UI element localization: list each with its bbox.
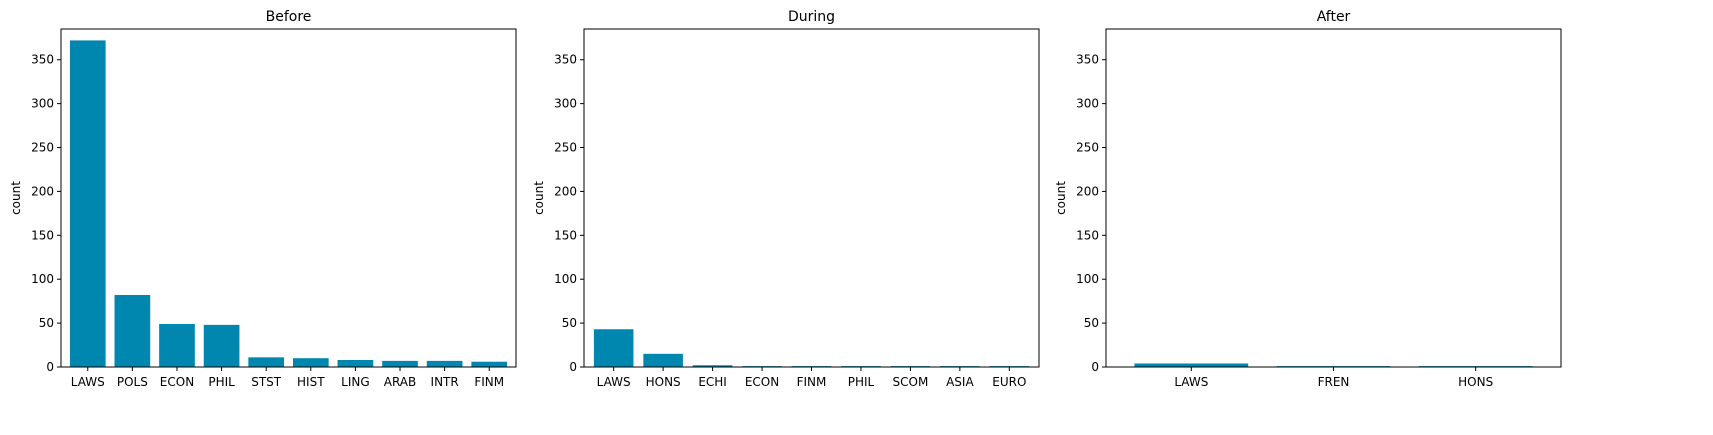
x-tick-label-hons: HONS — [646, 375, 681, 389]
x-tick-label-finm: FINM — [474, 375, 504, 389]
y-tick-label-200: 200 — [554, 184, 577, 198]
bar-stst — [248, 357, 285, 367]
y-tick-label-250: 250 — [1076, 141, 1099, 155]
y-tick-label-150: 150 — [1076, 228, 1099, 242]
x-tick-label-arab: ARAB — [384, 375, 417, 389]
y-tick-label-300: 300 — [31, 97, 54, 111]
bar-phil — [203, 324, 240, 367]
y-axis-label: count — [532, 181, 546, 215]
y-tick-label-100: 100 — [554, 272, 577, 286]
bar-intr — [426, 360, 463, 367]
y-tick-label-100: 100 — [31, 272, 54, 286]
x-tick-label-pols: POLS — [117, 375, 148, 389]
chart-title: During — [788, 9, 835, 25]
y-tick-label-50: 50 — [39, 316, 54, 330]
y-tick-label-150: 150 — [31, 228, 54, 242]
bar-echi — [692, 365, 733, 367]
axes-frame — [583, 28, 1040, 368]
panel-after: LAWS FREN HONS 0 50 100 150 200 250 300 350 After co… — [1054, 9, 1562, 389]
x-tick-label-hons: HONS — [1458, 375, 1493, 389]
bar-ling — [337, 359, 374, 367]
x-tick-label-ling: LING — [341, 375, 370, 389]
y-tick-label-150: 150 — [554, 228, 577, 242]
x-tick-label-laws: LAWS — [71, 375, 105, 389]
chart-title: Before — [266, 9, 312, 25]
x-tick-label-laws: LAWS — [1174, 375, 1208, 389]
x-tick-label-econ: ECON — [160, 375, 194, 389]
y-tick-label-0: 0 — [569, 360, 577, 374]
y-tick-label-100: 100 — [1076, 272, 1099, 286]
y-tick-label-300: 300 — [1076, 97, 1099, 111]
panel-during: LAWS HONS ECHI ECON FINM PHIL SCOM ASIA EURO 0 50 1… — [532, 9, 1040, 389]
bar-hist — [292, 358, 329, 367]
y-tick-label-0: 0 — [46, 360, 54, 374]
y-tick-label-350: 350 — [1076, 53, 1099, 67]
chart-title: After — [1317, 9, 1351, 25]
y-tick-label-0: 0 — [1091, 360, 1099, 374]
bar-pols — [114, 295, 151, 367]
bar-laws — [593, 329, 634, 367]
x-tick-label-laws: LAWS — [597, 375, 631, 389]
y-axis-label: count — [9, 181, 23, 215]
x-tick-label-intr: INTR — [431, 375, 459, 389]
x-tick-label-fren: FREN — [1318, 375, 1350, 389]
x-tick-label-echi: ECHI — [698, 375, 727, 389]
x-tick-label-asia: ASIA — [946, 375, 974, 389]
x-tick-label-stst: STST — [251, 375, 282, 389]
x-tick-label-finm: FINM — [797, 375, 827, 389]
bar-finm — [471, 361, 508, 367]
y-tick-label-350: 350 — [554, 53, 577, 67]
bar-arab — [382, 360, 418, 367]
x-tick-label-phil: PHIL — [848, 375, 875, 389]
y-tick-label-200: 200 — [31, 184, 54, 198]
y-tick-label-250: 250 — [31, 141, 54, 155]
bar-hons — [643, 353, 683, 367]
x-tick-label-econ: ECON — [745, 375, 779, 389]
bar-laws — [1134, 363, 1249, 367]
y-tick-label-300: 300 — [554, 97, 577, 111]
y-tick-label-250: 250 — [554, 141, 577, 155]
x-tick-label-phil: PHIL — [208, 375, 235, 389]
y-tick-label-350: 350 — [31, 53, 54, 67]
axes-frame — [1105, 28, 1562, 368]
y-tick-label-50: 50 — [562, 316, 577, 330]
x-tick-label-euro: EURO — [992, 375, 1026, 389]
y-tick-label-50: 50 — [1084, 316, 1099, 330]
axes-frame — [60, 28, 517, 368]
bar-laws — [69, 40, 106, 367]
bar-econ — [159, 323, 195, 367]
x-tick-label-hist: HIST — [297, 375, 325, 389]
y-tick-label-200: 200 — [1076, 184, 1099, 198]
y-axis-label: count — [1054, 181, 1068, 215]
panel-before: LAWS POLS ECON PHIL STST HIST LING ARAB INTR FINM… — [9, 9, 517, 389]
x-tick-label-scom: SCOM — [893, 375, 929, 389]
